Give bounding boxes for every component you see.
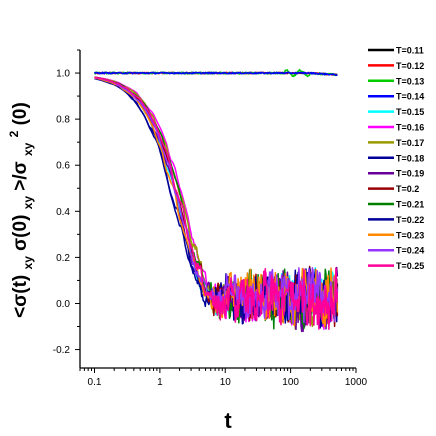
- legend: T=0.11 T=0.12 T=0.13 T=0.14 T=0.15 T=0.16 T=0.…: [368, 46, 424, 271]
- y-title-part: (0): [10, 102, 31, 125]
- x-tick-label: 100: [282, 377, 299, 388]
- y-tick-label: -0.2: [53, 345, 71, 356]
- legend-label: T=0.19: [396, 169, 424, 179]
- y-tick-label: 0.8: [56, 115, 70, 126]
- y-tick-label: 0.6: [56, 161, 70, 172]
- y-tick-label: 0.4: [56, 207, 70, 218]
- legend-label: T=0.17: [396, 138, 424, 148]
- x-tick-label: 0.1: [88, 377, 102, 388]
- legend-label: T=0.23: [396, 230, 424, 240]
- series-line-t-0-25: [94, 76, 339, 330]
- legend-label: T=0.11: [396, 46, 424, 56]
- y-title-superscript: 2: [7, 130, 21, 137]
- x-tick-label: 1: [157, 377, 163, 388]
- y-title-part: >/σ: [10, 161, 31, 190]
- y-title-subscript: xy: [21, 196, 35, 210]
- legend-label: T=0.18: [396, 153, 424, 163]
- legend-label: T=0.25: [396, 261, 424, 271]
- legend-label: T=0.13: [396, 76, 424, 86]
- axes: -0.2 0.0 0.2 0.4 0.6 0.8 1.0 0.1 1 10 100 1000: [53, 49, 368, 388]
- series-layer: [93, 68, 339, 333]
- legend-label: T=0.2: [396, 184, 419, 194]
- legend-label: T=0.24: [396, 246, 424, 256]
- x-axis-title: t: [224, 408, 232, 433]
- y-title-subscript: xy: [21, 256, 35, 270]
- series-line-t-0-22: [94, 77, 339, 324]
- legend-label: T=0.22: [396, 215, 424, 225]
- legend-label: T=0.21: [396, 200, 424, 210]
- y-title-part: <σ(t): [10, 275, 31, 318]
- x-tick-label: 1000: [345, 377, 368, 388]
- y-tick-label: 1.0: [56, 69, 70, 80]
- y-title-part: σ(0): [10, 215, 31, 251]
- legend-label: T=0.14: [396, 92, 424, 102]
- legend-label: T=0.15: [396, 107, 424, 117]
- y-title-subscript: xy: [21, 142, 35, 156]
- y-axis-title: <σ(t) xy σ(0) xy >/σ xy 2 (0): [2, 102, 37, 318]
- legend-label: T=0.12: [396, 61, 424, 71]
- y-tick-label: 0.0: [56, 299, 70, 310]
- x-tick-label: 10: [220, 377, 232, 388]
- y-tick-label: 0.2: [56, 253, 70, 264]
- series-line-t-0-14: [93, 71, 338, 77]
- legend-label: T=0.16: [396, 123, 424, 133]
